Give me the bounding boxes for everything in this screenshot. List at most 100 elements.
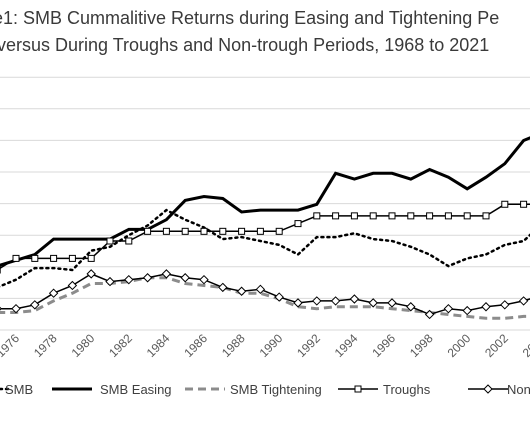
x-tick-label: 1998 xyxy=(407,331,436,360)
legend-marker xyxy=(483,384,493,394)
data-point-marker xyxy=(313,212,321,220)
data-point-marker xyxy=(106,237,114,245)
chart-title: e1: SMB Cummalitive Returns during Easin… xyxy=(0,8,530,68)
legend-item: SMB xyxy=(0,382,33,397)
data-point-marker xyxy=(256,227,264,235)
data-point-marker xyxy=(144,227,152,235)
data-point-marker xyxy=(162,227,170,235)
series-line xyxy=(0,276,530,320)
data-point-marker xyxy=(482,212,490,220)
legend-item: Non-T xyxy=(468,382,530,397)
series-smb xyxy=(0,208,530,288)
data-point-marker xyxy=(349,294,360,304)
series-smb-tightening xyxy=(0,276,530,320)
data-point-marker xyxy=(12,254,20,262)
x-tick-label: 1980 xyxy=(69,331,98,360)
series-troughs xyxy=(0,200,530,274)
series-smb-easing xyxy=(0,136,530,267)
data-point-marker xyxy=(387,298,397,308)
data-point-marker xyxy=(199,274,209,285)
data-point-marker xyxy=(180,273,190,283)
data-point-marker xyxy=(332,212,340,220)
x-axis-tick-labels: 1976 1978 1980 1982 1984 1986 1988 1990 1992 1994… xyxy=(0,331,530,360)
legend-label: Troughs xyxy=(383,382,431,397)
x-tick-label: 1978 xyxy=(31,331,60,360)
data-point-marker xyxy=(388,212,396,220)
series-group xyxy=(0,136,530,320)
data-point-marker xyxy=(444,212,452,220)
x-tick-label: 1994 xyxy=(332,331,361,360)
data-point-marker xyxy=(462,305,472,316)
series-line xyxy=(0,136,530,267)
data-point-marker xyxy=(501,200,509,208)
data-point-marker xyxy=(481,302,491,312)
data-point-marker xyxy=(426,212,434,220)
legend: SMB SMB Easing SMB Tightening Troughs Non-T xyxy=(0,382,530,397)
data-point-marker xyxy=(31,254,39,262)
data-point-marker xyxy=(105,276,115,287)
data-point-marker xyxy=(443,303,454,314)
x-tick-label: 1996 xyxy=(369,331,398,360)
legend-item: SMB Easing xyxy=(52,382,172,397)
x-tick-label: 1992 xyxy=(294,331,323,360)
data-point-marker xyxy=(275,227,283,235)
data-point-marker xyxy=(181,227,189,235)
data-point-marker xyxy=(48,288,59,298)
legend-marker xyxy=(354,385,362,393)
x-tick-label: 2002 xyxy=(482,331,511,360)
series-line xyxy=(0,203,530,270)
data-point-marker xyxy=(124,274,134,285)
chart-title-line-1: e1: SMB Cummalitive Returns during Easin… xyxy=(0,8,500,28)
legend-item: Troughs xyxy=(338,382,431,397)
data-point-marker xyxy=(142,273,153,283)
gridlines xyxy=(0,76,530,331)
data-point-marker xyxy=(406,302,416,312)
data-point-marker xyxy=(463,212,471,220)
data-point-marker xyxy=(350,212,358,220)
series-non-troughs xyxy=(0,269,530,320)
data-point-marker xyxy=(161,269,172,279)
data-point-marker xyxy=(312,296,322,306)
data-point-marker xyxy=(520,200,528,208)
data-point-marker xyxy=(11,303,21,314)
series-line xyxy=(0,208,530,288)
data-point-marker xyxy=(67,280,78,291)
data-point-marker xyxy=(500,300,510,310)
data-point-marker xyxy=(219,227,227,235)
data-point-marker xyxy=(330,296,341,306)
data-point-marker xyxy=(424,309,435,320)
data-point-marker xyxy=(407,212,415,220)
data-point-marker xyxy=(238,227,246,235)
data-point-marker xyxy=(518,296,529,306)
data-point-marker xyxy=(125,237,133,245)
legend-item: SMB Tightening xyxy=(185,382,322,397)
legend-label: SMB Tightening xyxy=(230,382,322,397)
data-point-marker xyxy=(87,254,95,262)
data-point-marker xyxy=(368,298,378,308)
data-point-marker xyxy=(200,227,208,235)
data-point-marker xyxy=(236,286,247,296)
x-tick-label: 1984 xyxy=(144,331,173,360)
data-point-marker xyxy=(86,269,96,279)
x-tick-label: 1986 xyxy=(181,331,210,360)
x-tick-label: 1990 xyxy=(257,331,286,360)
x-tick-label: 2000 xyxy=(445,331,474,360)
x-tick-label: 1982 xyxy=(106,331,135,360)
chart-title-line-2: versus During Troughs and Non-trough Per… xyxy=(0,35,490,55)
x-tick-label: 1976 xyxy=(0,331,22,360)
data-point-marker xyxy=(50,254,58,262)
data-point-marker xyxy=(255,284,266,295)
data-point-marker xyxy=(68,254,76,262)
legend-label: SMB Easing xyxy=(100,382,172,397)
data-point-marker xyxy=(218,282,228,293)
x-tick-label: 1988 xyxy=(219,331,248,360)
data-point-marker xyxy=(0,306,2,311)
data-point-marker xyxy=(293,298,303,308)
data-point-marker xyxy=(30,300,40,310)
legend-label: Non-T xyxy=(507,382,530,397)
legend-label: SMB xyxy=(5,382,33,397)
data-point-marker xyxy=(294,220,302,228)
data-point-marker xyxy=(369,212,377,220)
x-tick-label: 2004 xyxy=(520,331,530,360)
